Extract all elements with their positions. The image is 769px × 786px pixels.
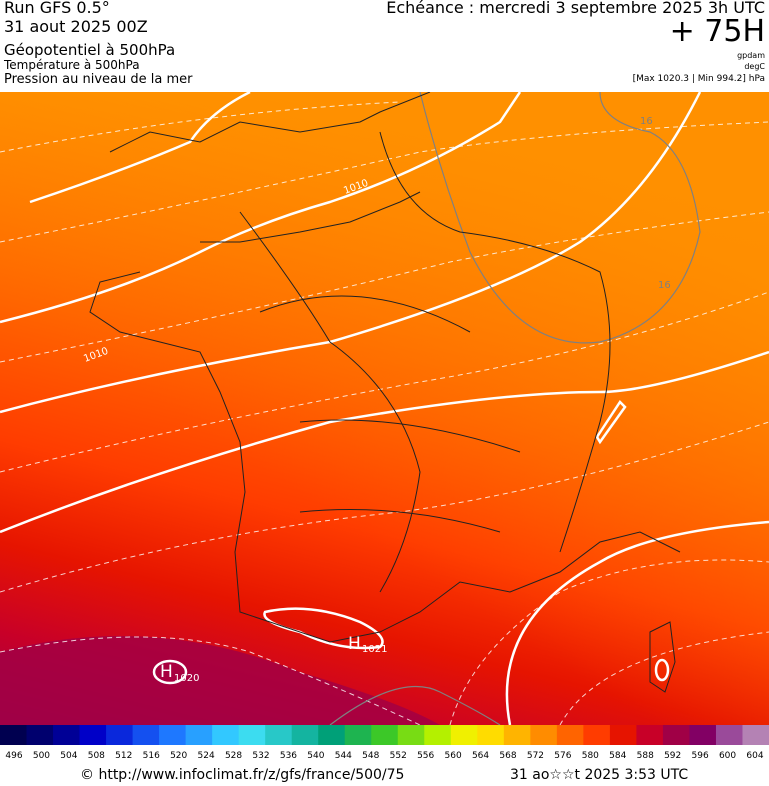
source: © http://www.infoclimat.fr/z/gfs/france/… — [80, 767, 405, 783]
legend-label: 524 — [198, 751, 215, 761]
color-swatch — [636, 725, 664, 745]
map-label: 16 — [640, 116, 653, 127]
map-label: 1021 — [362, 644, 387, 655]
gray-contours — [329, 92, 701, 725]
legend-label: 512 — [115, 751, 132, 761]
color-swatch — [583, 725, 611, 745]
color-swatch — [53, 725, 81, 745]
coastlines — [89, 92, 681, 693]
legend-label: 532 — [252, 751, 269, 761]
map-label: H — [348, 634, 361, 654]
legend-label: 504 — [60, 751, 77, 761]
lead-time: + 75H — [669, 14, 765, 49]
color-swatch — [424, 725, 452, 745]
color-swatch — [185, 725, 213, 745]
color-swatch — [238, 725, 266, 745]
color-swatch — [0, 725, 28, 745]
color-swatch — [450, 725, 478, 745]
color-swatch — [742, 725, 769, 745]
legend-label: 496 — [5, 751, 22, 761]
color-swatch — [212, 725, 240, 745]
field: Température à 500hPa — [4, 58, 140, 72]
legend-label: 576 — [554, 751, 571, 761]
field-band — [0, 636, 440, 725]
field: Géopotentiel à 500hPa — [4, 41, 176, 59]
color-swatch — [715, 725, 743, 745]
legend-label: 556 — [417, 751, 434, 761]
map-label: H — [160, 662, 173, 682]
color-swatch — [79, 725, 107, 745]
legend-label: 528 — [225, 751, 242, 761]
legend-label: 588 — [637, 751, 654, 761]
legend-label: 508 — [88, 751, 105, 761]
forecast: Echéance : mercredi 3 septembre 2025 3h … — [386, 0, 765, 17]
color-swatch — [159, 725, 187, 745]
legend-label: 564 — [472, 751, 489, 761]
unit: gpdam — [737, 51, 765, 60]
legend-label: 536 — [280, 751, 297, 761]
legend-label: 548 — [362, 751, 379, 761]
map-label: 1020 — [174, 673, 199, 684]
color-swatch — [291, 725, 319, 745]
legend-label: 604 — [746, 751, 763, 761]
color-swatch — [132, 725, 160, 745]
run: Run GFS 0.5° — [4, 0, 110, 17]
legend-label: 584 — [609, 751, 626, 761]
color-swatch — [530, 725, 558, 745]
legend-label: 560 — [445, 751, 462, 761]
isobars — [0, 92, 769, 725]
legend-label: 552 — [390, 751, 407, 761]
color-swatch — [318, 725, 346, 745]
color-swatch — [265, 725, 293, 745]
legend-label: 580 — [582, 751, 599, 761]
color-swatch — [106, 725, 134, 745]
legend-label: 500 — [33, 751, 50, 761]
field: Pression au niveau de la mer — [4, 72, 193, 87]
map-label: 16 — [658, 280, 671, 291]
timestamp: 31 ao☆☆t 2025 3:53 UTC — [510, 767, 689, 783]
legend-label: 600 — [719, 751, 736, 761]
legend-label: 592 — [664, 751, 681, 761]
color-swatch — [556, 725, 584, 745]
legend-label: 544 — [335, 751, 352, 761]
color-swatch — [397, 725, 425, 745]
color-swatch — [503, 725, 531, 745]
legend-label: 568 — [499, 751, 516, 761]
color-swatch — [477, 725, 505, 745]
color-swatch — [689, 725, 717, 745]
legend: 496 500 504 508 512 516 520 524 528 532 536 540 544 5… — [0, 725, 769, 761]
color-swatch — [371, 725, 399, 745]
pressure-range: [Max 1020.3 | Min 994.2] hPa — [632, 74, 765, 84]
color-swatch — [344, 725, 372, 745]
unit: degC — [744, 62, 765, 71]
color-swatch — [26, 725, 54, 745]
color-swatch — [609, 725, 637, 745]
legend-label: 540 — [307, 751, 324, 761]
legend-label: 596 — [692, 751, 709, 761]
color-swatch — [662, 725, 690, 745]
legend-label: 572 — [527, 751, 544, 761]
field-background — [0, 92, 769, 725]
legend-label: 516 — [143, 751, 160, 761]
legend-label: 520 — [170, 751, 187, 761]
run-date: 31 aout 2025 00Z — [4, 17, 148, 36]
